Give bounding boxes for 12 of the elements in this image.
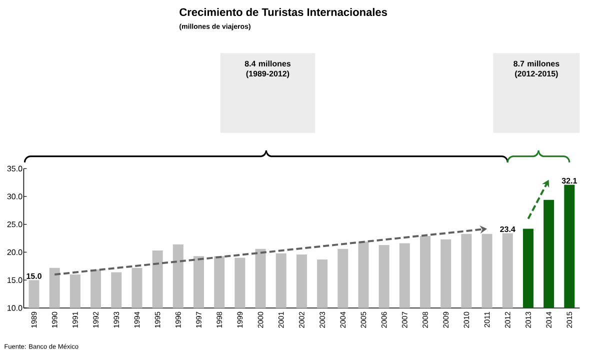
text: 8.4 millones (1989-2012) [244, 60, 291, 78]
data-label: 23.4 [500, 226, 516, 232]
chart-title: Crecimiento de Turistas Internacionales [180, 8, 387, 16]
y-tick-label: 25.0 [7, 222, 22, 228]
data-label: 15.0 [26, 273, 42, 279]
y-tick-label: 15.0 [8, 277, 22, 283]
text: 8.7 millones (2012-2015) [514, 60, 560, 78]
data-label: 32.1 [562, 178, 577, 184]
y-tick-label: 35.0 [7, 166, 22, 172]
y-tick-label: 20.0 [7, 249, 22, 256]
y-tick-label: 10.0 [8, 305, 22, 311]
y-tick-label: 30.0 [7, 194, 22, 200]
